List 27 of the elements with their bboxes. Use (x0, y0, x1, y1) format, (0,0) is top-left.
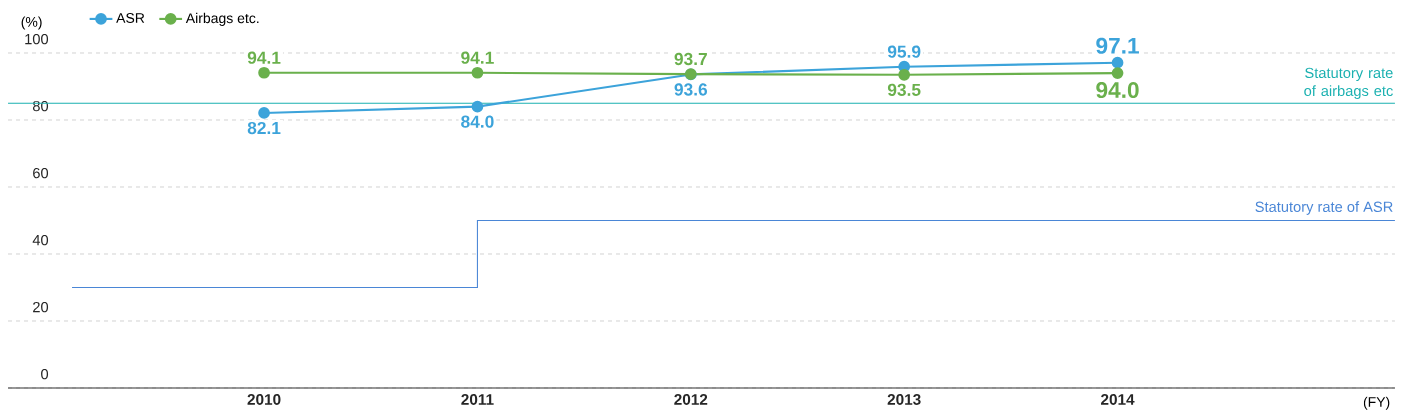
y-tick-label: 40 (32, 234, 49, 246)
data-label: 95.9 (887, 45, 921, 58)
data-label: 82.1 (247, 121, 281, 135)
y-tick-label: 0 (41, 368, 49, 380)
y-tick-label: 100 (25, 33, 49, 45)
legend-label: ASR (116, 13, 145, 23)
x-tick-label: 2012 (674, 394, 708, 405)
series-label: Statutory rate of ASR (1255, 201, 1393, 215)
x-axis-title: (FY) (1363, 396, 1390, 410)
x-tick-label: 2014 (1101, 394, 1135, 405)
data-label: 94.1 (461, 51, 494, 64)
data-label: 93.6 (674, 83, 708, 96)
y-tick-label: 20 (33, 301, 49, 313)
x-tick-label: 2010 (247, 394, 281, 405)
data-label: 93.7 (674, 52, 707, 66)
x-tick-label: 2011 (461, 394, 494, 405)
y-tick-label: 80 (32, 100, 49, 112)
y-tick-label: 60 (33, 167, 49, 179)
x-tick-label: 2013 (887, 394, 921, 405)
y-axis-title: (%) (21, 16, 42, 30)
data-label: 93.5 (887, 83, 921, 96)
data-label: 84.0 (461, 115, 494, 128)
ref-line-label: Statutory rate of airbags etc (1304, 67, 1393, 99)
data-label: 94.0 (1096, 82, 1139, 99)
data-label: 94.1 (247, 51, 281, 64)
legend-label: Airbags etc. (185, 12, 259, 26)
data-label: 97.1 (1096, 37, 1139, 54)
